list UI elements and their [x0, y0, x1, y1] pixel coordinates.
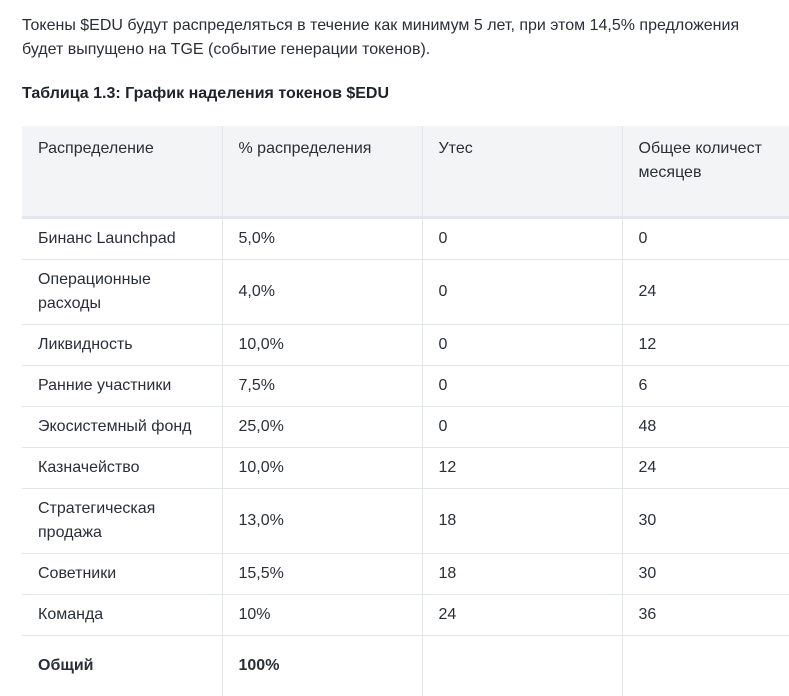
cell-total-months	[621, 634, 789, 696]
cell-distribution: Бинанс Launchpad	[22, 216, 222, 259]
cell-percent: 25,0%	[221, 405, 422, 447]
cell-distribution: Стратегическая продажа	[22, 487, 222, 553]
cell-cliff: 0	[421, 364, 622, 406]
cell-cliff: 18	[421, 552, 622, 594]
cell-cliff: 0	[421, 258, 622, 324]
cell-cliff: 18	[421, 487, 622, 553]
table-row: Команда 10% 24 36	[22, 593, 789, 635]
cell-distribution: Операционные расходы	[22, 258, 222, 324]
cell-total-cliff	[421, 634, 622, 696]
table-row: Операционные расходы 4,0% 0 24	[22, 258, 789, 324]
cell-cliff: 12	[421, 446, 622, 488]
cell-distribution: Ранние участники	[22, 364, 222, 406]
cell-distribution: Казначейство	[22, 446, 222, 488]
cell-months: 30	[621, 552, 789, 594]
cell-distribution: Экосистемный фонд	[22, 405, 222, 447]
table-header-row: Распределение % распределения Утес Общее…	[22, 126, 789, 217]
table-row: Ликвидность 10,0% 0 12	[22, 323, 789, 365]
cell-distribution: Ликвидность	[22, 323, 222, 365]
vesting-table-container[interactable]: Распределение % распределения Утес Общее…	[22, 126, 789, 696]
cell-total-label: Общий	[22, 634, 222, 696]
header-cliff: Утес	[421, 126, 622, 217]
header-distribution-percent: % распределения	[221, 126, 422, 217]
header-distribution: Распределение	[38, 140, 154, 157]
table-row: Бинанс Launchpad 5,0% 0 0	[22, 216, 789, 259]
cell-percent: 10,0%	[221, 323, 422, 365]
header-total-months-line2: месяцев	[638, 164, 702, 181]
table-caption: Таблица 1.3: График наделения токенов $E…	[22, 85, 390, 102]
intro-paragraph: Токены $EDU будут распределяться в течен…	[22, 17, 740, 58]
cell-months: 36	[621, 593, 789, 635]
cell-cliff: 0	[421, 323, 622, 365]
cell-distribution: Советники	[22, 552, 222, 594]
table-row: Казначейство 10,0% 12 24	[22, 446, 789, 488]
cell-months: 30	[621, 487, 789, 553]
cell-cliff: 0	[421, 405, 622, 447]
cell-percent: 15,5%	[221, 552, 422, 594]
cell-percent: 7,5%	[221, 364, 422, 406]
vesting-schedule-table: Распределение % распределения Утес Общее…	[22, 126, 789, 696]
cell-percent: 4,0%	[221, 258, 422, 324]
cell-months: 0	[621, 216, 789, 259]
cell-months: 6	[621, 364, 789, 406]
cell-months: 48	[621, 405, 789, 447]
cell-percent: 5,0%	[221, 216, 422, 259]
cell-percent: 10,0%	[221, 446, 422, 488]
header-total-months-line1: Общее количест	[638, 140, 762, 157]
cell-distribution: Команда	[22, 593, 222, 635]
cell-cliff: 24	[421, 593, 622, 635]
cell-cliff: 0	[421, 216, 622, 259]
table-row: Ранние участники 7,5% 0 6	[22, 364, 789, 406]
table-row: Стратегическая продажа 13,0% 18 30	[22, 487, 789, 553]
cell-percent: 13,0%	[221, 487, 422, 553]
cell-months: 12	[621, 323, 789, 365]
cell-total-percent: 100%	[221, 634, 422, 696]
table-row: Советники 15,5% 18 30	[22, 552, 789, 594]
cell-months: 24	[621, 446, 789, 488]
cell-months: 24	[621, 258, 789, 324]
table-total-row: Общий 100%	[22, 634, 789, 696]
header-total-months: Общее количест месяцев	[621, 126, 789, 217]
table-row: Экосистемный фонд 25,0% 0 48	[22, 405, 789, 447]
cell-percent: 10%	[221, 593, 422, 635]
